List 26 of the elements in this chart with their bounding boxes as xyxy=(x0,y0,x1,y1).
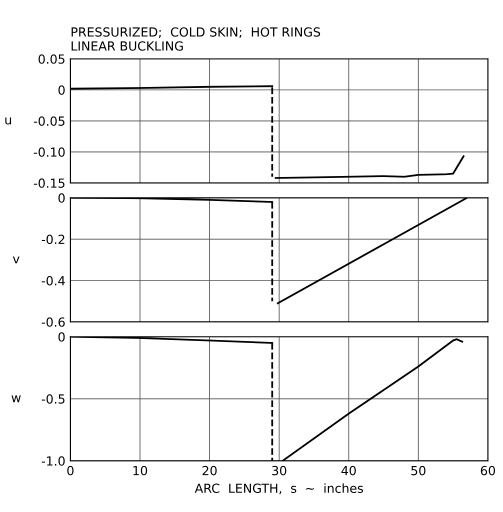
y-tick-label: -0.15 xyxy=(34,178,64,188)
y-axis-title: w xyxy=(12,395,21,402)
x-tick-label: 30 xyxy=(272,466,286,476)
x-tick-label: 60 xyxy=(480,466,496,476)
x-tick-label: 20 xyxy=(202,466,217,476)
y-tick-label: -0.10 xyxy=(34,147,65,157)
y-tick-label: 0 xyxy=(58,193,65,203)
y-tick-label: -1.0 xyxy=(42,456,65,466)
y-tick-label: -0.6 xyxy=(42,317,65,327)
y-tick-label: -0.4 xyxy=(42,276,65,286)
y-tick-label: 0 xyxy=(58,332,65,342)
y-tick-label: -0.2 xyxy=(42,234,64,244)
x-tick-label: 40 xyxy=(341,466,356,476)
y-tick-label: 0.05 xyxy=(38,54,64,64)
x-tick-label: 50 xyxy=(411,466,426,476)
x-tick-label: 0 xyxy=(67,466,74,476)
y-tick-label: 0 xyxy=(58,85,65,95)
line-series xyxy=(274,155,464,179)
chart-title: PRESSURIZED; COLD SKIN; HOT RINGS xyxy=(72,27,320,38)
y-tick-label: -0.05 xyxy=(34,116,64,126)
x-tick-label: 10 xyxy=(133,466,148,476)
y-axis-title: u xyxy=(5,117,12,125)
y-tick-label: -0.5 xyxy=(42,394,64,404)
x-axis-title: ARC LENGTH, s ~ inches xyxy=(194,483,364,494)
y-axis-title: v xyxy=(12,256,20,264)
chart-subtitle: LINEAR BUCKLING xyxy=(72,41,183,51)
